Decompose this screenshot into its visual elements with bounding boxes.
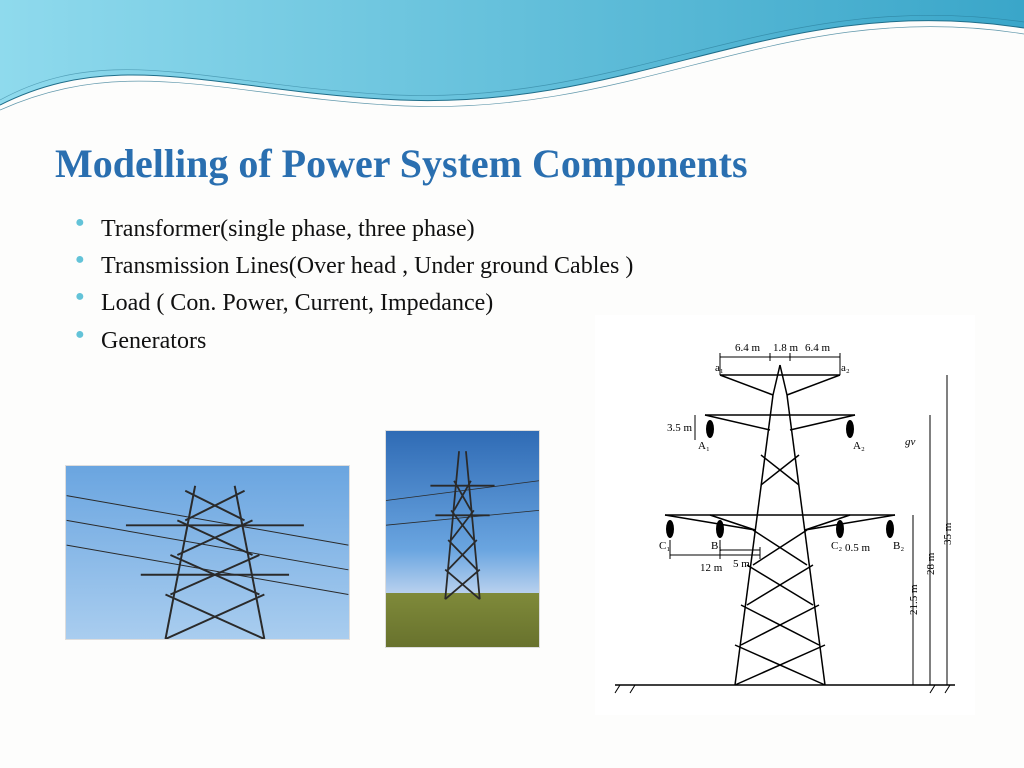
node-label: A₂ [853, 440, 865, 452]
node-label: A₁ [698, 440, 710, 452]
dim-label: 0.5 m [845, 542, 871, 554]
node-label: C₂ [831, 540, 842, 552]
tower-photo-distant [385, 430, 540, 648]
dim-label: 1.8 m [773, 342, 799, 354]
dim-label: 5 m [733, 558, 750, 570]
node-label: C₁ [659, 540, 670, 552]
dim-label: 6.4 m [805, 342, 831, 354]
bullet-item: Transformer(single phase, three phase) [75, 211, 969, 248]
node-label: B₂ [893, 540, 904, 552]
dim-label: 21.5 m [908, 584, 920, 615]
figure-area: 6.4 m 1.8 m 6.4 m a₁ a₂ 3.5 m A₁ A₂ C₁ B… [55, 400, 979, 740]
bullet-item: Transmission Lines(Over head , Under gro… [75, 248, 969, 285]
tower-photo-closeup [65, 465, 350, 640]
dim-label: 12 m [700, 562, 723, 574]
node-label: B₁ [711, 540, 722, 552]
slide-title: Modelling of Power System Components [55, 140, 969, 187]
node-label: a₂ [841, 362, 850, 374]
dim-label: 35 m [942, 522, 954, 545]
dim-label: 28 m [925, 552, 937, 575]
dim-label: 3.5 m [667, 422, 693, 434]
header-wave [0, 0, 1024, 150]
tower-dimensions-diagram: 6.4 m 1.8 m 6.4 m a₁ a₂ 3.5 m A₁ A₂ C₁ B… [595, 315, 975, 715]
node-label: a₁ [715, 362, 724, 374]
dim-label: 6.4 m [735, 342, 761, 354]
node-label: gv [905, 436, 916, 448]
